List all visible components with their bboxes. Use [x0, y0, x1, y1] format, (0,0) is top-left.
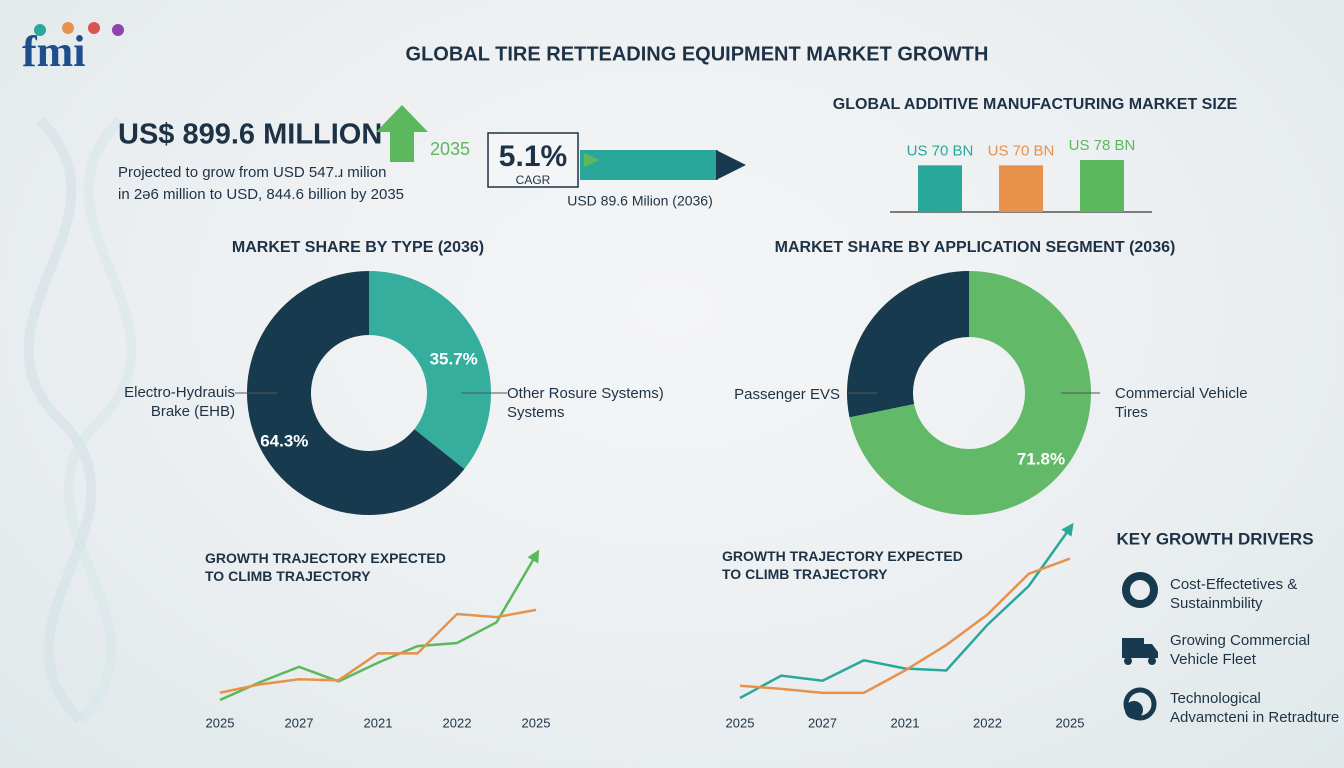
drivers-title: KEY GROWTH DRIVERS [1116, 529, 1313, 548]
chart-title: GLOBAL ADDITIVE MANUFACTURING MARKET SIZ… [833, 96, 1238, 113]
headline-year: 2035 [430, 139, 470, 159]
value-label: 35.7% [430, 350, 478, 369]
x-tick-label: 2025 [206, 715, 235, 730]
category-label: Passenger EVS [734, 386, 840, 403]
up-arrow [376, 105, 428, 162]
cagr-value: 5.1% [499, 140, 567, 173]
cagr-bar [580, 150, 718, 180]
x-tick-label: 2025 [1056, 715, 1085, 730]
driver-icon [1123, 687, 1157, 721]
line-series [739, 522, 1074, 700]
cagr-label: CAGR [516, 173, 551, 187]
driver-text: Cost-Effectetives & Sustainmbility [1170, 576, 1298, 612]
logo-dot [62, 22, 74, 34]
logo-dot [112, 24, 124, 36]
headline-description: in 2ə6 million to USD, 844.6 billion by … [118, 186, 404, 203]
x-tick-label: 2021 [364, 715, 393, 730]
x-tick-label: 2025 [726, 715, 755, 730]
value-label: US 78 BN [1069, 137, 1136, 154]
line-series [739, 557, 1071, 695]
logo-dot [34, 24, 46, 36]
bar [999, 165, 1043, 212]
headline-description: Projected to grow from USD 547.ɹ milion [118, 164, 386, 181]
driver-icon [1122, 572, 1158, 608]
category-label: Other Rosure Systems) Systems [507, 385, 664, 421]
value-label: 64.3% [260, 431, 308, 450]
line-series [219, 549, 540, 702]
chart-title: MARKET SHARE BY APPLICATION SEGMENT (203… [775, 239, 1176, 256]
cagr-box [487, 132, 579, 188]
cagr-arrow-small [584, 153, 600, 167]
x-tick-label: 2022 [973, 715, 1002, 730]
decoration [63, 116, 137, 724]
cagr-arrow [716, 150, 746, 180]
x-tick-label: 2021 [891, 715, 920, 730]
chart-title: MARKET SHARE BY TYPE (2036) [232, 239, 484, 256]
page-title: GLOBAL TIRE RETTEADING EQUIPMENT MARKET … [406, 43, 989, 65]
line-series [219, 608, 537, 694]
value-label: 71.8% [1017, 449, 1065, 468]
value-label: US 70 BN [907, 142, 974, 159]
x-tick-label: 2027 [808, 715, 837, 730]
headline-value: US$ 899.6 MILLION [118, 119, 382, 151]
driver-icon [1122, 638, 1158, 665]
donut-slice [849, 271, 1091, 515]
bar [1080, 160, 1124, 212]
donut-slice [369, 271, 491, 469]
driver-text: Growing Commercial Vehicle Fleet [1170, 632, 1311, 668]
logo-dot [88, 22, 100, 34]
value-label: US 70 BN [988, 142, 1055, 159]
donut-slice [246, 271, 465, 515]
donut-slice [847, 271, 969, 418]
chart-title: GROWTH TRAJECTORY EXPECTED TO CLIMB TRAJ… [722, 548, 963, 582]
driver-text: Technological Advamcteni in Retradture [1170, 690, 1340, 726]
category-label: Commercial Vehicle Tires [1115, 385, 1248, 421]
x-tick-label: 2022 [443, 715, 472, 730]
cagr-note: USD 89.6 Milion (2036) [567, 193, 713, 209]
x-tick-label: 2025 [522, 715, 551, 730]
bar [918, 165, 962, 212]
chart-title: GROWTH TRAJECTORY EXPECTED TO CLIMB TRAJ… [205, 550, 446, 584]
category-label: Electro-Hydrauis Brake (EHB) [124, 384, 235, 420]
x-tick-label: 2027 [285, 715, 314, 730]
decoration [23, 116, 97, 724]
logo: fmi [22, 27, 86, 76]
